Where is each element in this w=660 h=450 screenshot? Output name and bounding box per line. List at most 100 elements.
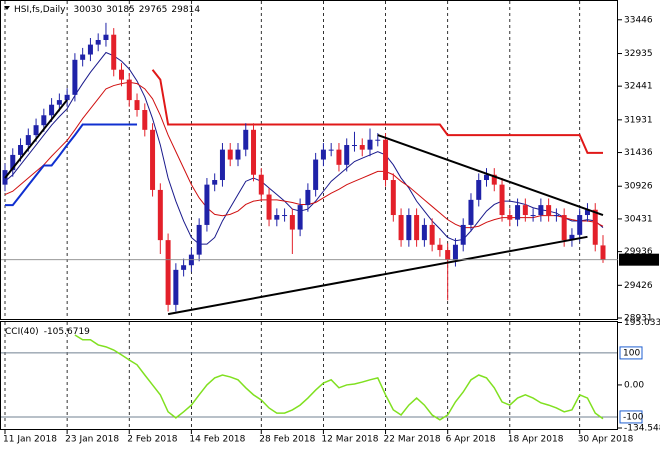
candle-body bbox=[437, 244, 443, 251]
candle-body bbox=[157, 189, 163, 241]
y-tick-label: 32935 bbox=[624, 49, 653, 59]
candle-body bbox=[126, 79, 132, 101]
candle-body bbox=[460, 224, 466, 245]
low: 29765 bbox=[139, 5, 168, 15]
candle-body bbox=[546, 205, 552, 216]
symbol: HSI,fs,Daily bbox=[14, 5, 66, 15]
candle-body bbox=[103, 34, 109, 40]
level-label: 100 bbox=[623, 348, 640, 358]
candle-body bbox=[219, 149, 225, 181]
candle-body bbox=[118, 69, 124, 80]
candle-body bbox=[398, 215, 404, 241]
candle-body bbox=[251, 129, 257, 175]
candle-body bbox=[336, 149, 342, 165]
candle-body bbox=[421, 224, 427, 241]
candle-body bbox=[351, 145, 357, 147]
candle-body bbox=[344, 145, 350, 165]
trendline bbox=[4, 99, 68, 179]
candle-body bbox=[80, 54, 86, 60]
candle-body bbox=[10, 154, 16, 171]
candle-body bbox=[476, 180, 482, 200]
candle-body bbox=[258, 174, 264, 195]
candle-body bbox=[49, 104, 55, 116]
candle-body bbox=[266, 194, 272, 220]
y-tick-label: 33446 bbox=[624, 15, 653, 25]
x-tick-label: 23 Jan 2018 bbox=[65, 435, 119, 445]
indicator-line bbox=[5, 123, 138, 207]
candle-body bbox=[375, 139, 381, 141]
candle-body bbox=[569, 234, 575, 241]
high: 30185 bbox=[106, 5, 135, 15]
level-box bbox=[619, 410, 643, 424]
candle-body bbox=[452, 244, 458, 260]
candle-body bbox=[56, 100, 62, 105]
candle-body bbox=[507, 215, 513, 220]
candle-body bbox=[274, 215, 280, 220]
candle-body bbox=[484, 174, 490, 181]
y-tick-label: 31931 bbox=[624, 115, 653, 125]
candle-body bbox=[305, 189, 311, 206]
candle-body bbox=[406, 215, 412, 241]
cci-frame bbox=[0, 321, 618, 430]
candle-body bbox=[530, 215, 536, 217]
y-tick-label: 29426 bbox=[624, 281, 653, 291]
x-tick-label: 14 Feb 2018 bbox=[189, 435, 245, 445]
y-tick-label: -134.548 bbox=[624, 424, 660, 434]
candle-body bbox=[181, 265, 187, 270]
last-price-box bbox=[619, 253, 659, 266]
candle-body bbox=[33, 125, 39, 136]
cci-line bbox=[74, 334, 604, 421]
candle-body bbox=[553, 215, 559, 217]
candle-body bbox=[390, 180, 396, 216]
level-box bbox=[619, 346, 643, 360]
candle-body bbox=[64, 94, 70, 101]
candle-body bbox=[515, 205, 521, 220]
candle-body bbox=[243, 129, 249, 150]
candle-body bbox=[367, 139, 373, 150]
candle-body bbox=[577, 215, 583, 235]
candle-body bbox=[468, 199, 474, 225]
trendline bbox=[377, 134, 604, 216]
menu-arrow[interactable] bbox=[4, 6, 10, 10]
candle-body bbox=[165, 240, 171, 305]
candle-body bbox=[429, 224, 435, 245]
x-tick-label: 2 Feb 2018 bbox=[127, 435, 178, 445]
y-tick-label: 30926 bbox=[624, 182, 653, 192]
candle-body bbox=[592, 209, 598, 245]
cci-header: CCI(40) -105.6719 bbox=[5, 327, 90, 337]
price-header: HSI,fs,Daily 30030 30185 29765 29814 bbox=[14, 5, 200, 15]
candle-body bbox=[204, 184, 210, 225]
x-tick-label: 12 Mar 2018 bbox=[321, 435, 378, 445]
candle-body bbox=[25, 135, 31, 146]
candle-body bbox=[313, 159, 319, 190]
candle-body bbox=[328, 149, 334, 151]
indicator-line bbox=[151, 69, 603, 154]
candle-body bbox=[142, 110, 148, 130]
candle-body bbox=[150, 129, 156, 190]
x-tick-label: 22 Mar 2018 bbox=[384, 435, 441, 445]
cci-value: -105.6719 bbox=[44, 327, 90, 337]
candle-body bbox=[196, 224, 202, 255]
open: 30030 bbox=[74, 5, 103, 15]
y-tick-label: 28931 bbox=[624, 314, 653, 324]
price-frame bbox=[0, 0, 618, 320]
candle-body bbox=[111, 34, 117, 70]
candle-body bbox=[359, 145, 365, 150]
y-tick-label: 0.00 bbox=[624, 380, 644, 390]
level-label: -100 bbox=[623, 412, 644, 422]
x-tick-label: 28 Feb 2018 bbox=[259, 435, 315, 445]
indicator-line bbox=[4, 81, 604, 229]
x-tick-label: 11 Jan 2018 bbox=[3, 435, 57, 445]
plot-area bbox=[1, 1, 618, 430]
candle-body bbox=[584, 209, 590, 216]
y-tick-label: 31436 bbox=[624, 148, 653, 158]
last-price-label: 29814 bbox=[624, 255, 653, 265]
candle-body bbox=[95, 39, 101, 45]
candle-body bbox=[227, 149, 233, 160]
x-tick-label: 30 Apr 2018 bbox=[578, 435, 634, 445]
candle-body bbox=[383, 139, 389, 181]
candle-body bbox=[445, 250, 451, 260]
candle-body bbox=[173, 269, 179, 305]
cci-title: CCI(40) bbox=[5, 327, 39, 337]
